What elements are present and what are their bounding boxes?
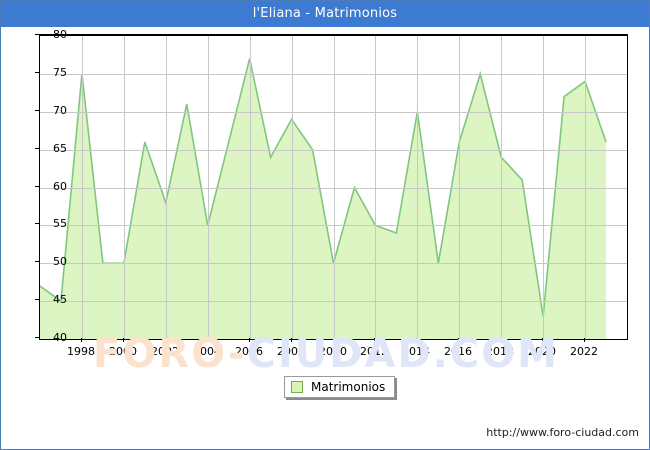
x-axis-tick-label: 2016 <box>444 345 472 358</box>
legend-swatch-matrimonios <box>291 381 303 393</box>
x-axis-tick-label: 2022 <box>570 345 598 358</box>
gridline-vertical <box>82 36 83 339</box>
gridline-vertical <box>543 36 544 339</box>
gridline-horizontal <box>40 188 627 189</box>
x-axis-tickmark <box>374 338 375 342</box>
x-axis-tick-label: 1998 <box>67 345 95 358</box>
x-axis-tickmark <box>500 338 501 342</box>
x-axis-tickmark <box>207 338 208 342</box>
y-axis-tickmark <box>35 186 39 187</box>
y-axis-tick-label: 75 <box>53 66 67 79</box>
y-axis-tick-label: 65 <box>53 142 67 155</box>
x-axis-tickmark <box>165 338 166 342</box>
series-area-fill <box>40 58 607 339</box>
y-axis-tick-label: 40 <box>53 331 67 344</box>
y-axis-tick-label: 50 <box>53 255 67 268</box>
x-axis-tick-label: 2020 <box>528 345 556 358</box>
x-axis-tick-label: 2006 <box>235 345 263 358</box>
x-axis-tick-label: 2012 <box>360 345 388 358</box>
chart-legend: Matrimonios <box>284 376 396 398</box>
x-axis-tickmark <box>291 338 292 342</box>
gridline-horizontal <box>40 112 627 113</box>
source-url: http://www.foro-ciudad.com <box>486 426 639 439</box>
x-axis-tickmark <box>416 338 417 342</box>
y-axis-tick-label: 60 <box>53 180 67 193</box>
gridline-horizontal <box>40 301 627 302</box>
y-axis-tick-label: 80 <box>53 28 67 41</box>
y-axis-tick-label: 55 <box>53 217 67 230</box>
x-axis-tickmark <box>542 338 543 342</box>
gridline-vertical <box>501 36 502 339</box>
x-axis-tickmark <box>249 338 250 342</box>
gridline-vertical <box>459 36 460 339</box>
gridline-vertical <box>375 36 376 339</box>
gridline-vertical <box>208 36 209 339</box>
y-axis-tickmark <box>35 337 39 338</box>
chart-canvas: 40 45 50 55 60 65 70 75 80 1998 2000 2002 2004 2006 20… <box>1 27 649 367</box>
x-axis-tickmark <box>81 338 82 342</box>
legend-label-matrimonios: Matrimonios <box>311 380 386 394</box>
gridline-horizontal <box>40 225 627 226</box>
y-axis-tickmark <box>35 299 39 300</box>
gridline-vertical <box>166 36 167 339</box>
matrimonios-area-series <box>40 58 607 339</box>
gridline-horizontal <box>40 150 627 151</box>
gridline-horizontal <box>40 74 627 75</box>
page-title: l'Eliana - Matrimonios <box>1 1 649 27</box>
y-axis-tickmark <box>35 148 39 149</box>
x-axis-tickmark <box>333 338 334 342</box>
x-axis-tick-label: 2010 <box>319 345 347 358</box>
x-axis-tickmark <box>458 338 459 342</box>
y-axis-tick-label: 70 <box>53 104 67 117</box>
x-axis-tick-label: 2018 <box>486 345 514 358</box>
x-axis-tickmark <box>123 338 124 342</box>
x-axis-tickmark <box>584 338 585 342</box>
x-axis-tick-label: 2004 <box>193 345 221 358</box>
x-axis-tick-label: 2002 <box>151 345 179 358</box>
y-axis-tickmark <box>35 72 39 73</box>
gridline-vertical <box>292 36 293 339</box>
x-axis-tick-label: 2008 <box>277 345 305 358</box>
y-axis-tickmark <box>35 110 39 111</box>
gridline-vertical <box>585 36 586 339</box>
gridline-vertical <box>334 36 335 339</box>
y-axis-tickmark <box>35 34 39 35</box>
series-line <box>40 58 607 317</box>
gridline-vertical <box>250 36 251 339</box>
gridline-vertical <box>124 36 125 339</box>
y-axis-tickmark <box>35 261 39 262</box>
y-axis-tickmark <box>35 223 39 224</box>
y-axis-tick-label: 45 <box>53 293 67 306</box>
gridline-horizontal <box>40 263 627 264</box>
x-axis-tick-label: 2014 <box>402 345 430 358</box>
plot-area <box>39 34 628 340</box>
x-axis-tick-label: 2000 <box>109 345 137 358</box>
gridline-vertical <box>417 36 418 339</box>
